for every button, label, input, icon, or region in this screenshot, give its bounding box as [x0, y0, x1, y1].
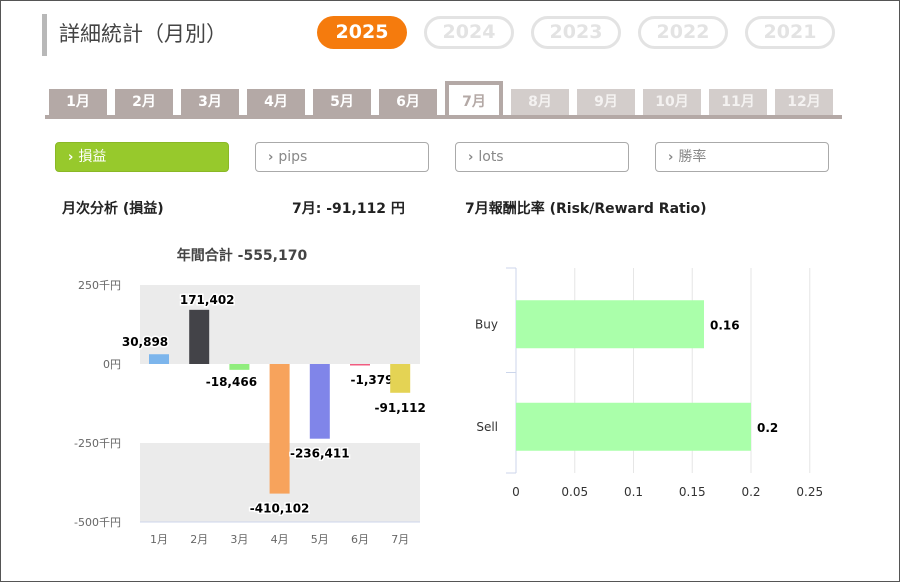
bar — [269, 364, 290, 494]
filter-winrate-button[interactable]: › 勝率 — [655, 142, 829, 172]
y-tick-label: Sell — [476, 420, 498, 434]
month-tab-1[interactable]: 1月 — [49, 89, 107, 115]
month-tab-2[interactable]: 2月 — [115, 89, 173, 115]
data-label: -1,379 — [351, 373, 394, 387]
filter-label: 勝率 — [678, 149, 707, 165]
month-tab-10[interactable]: 10月 — [643, 89, 701, 115]
month-tab-5[interactable]: 5月 — [313, 89, 371, 115]
chevron-right-icon: › — [668, 150, 674, 165]
data-label: 0.2 — [757, 421, 778, 435]
x-tick-label: 0.2 — [741, 485, 760, 499]
x-tick-label: 1月 — [150, 533, 168, 546]
data-label: -236,411 — [290, 447, 350, 461]
chevron-right-icon: › — [68, 150, 74, 165]
data-label: -91,112 — [375, 401, 426, 415]
month-tab-4[interactable]: 4月 — [247, 89, 305, 115]
chevron-right-icon: › — [268, 150, 274, 165]
y-tick-label: 250千円 — [78, 279, 121, 292]
x-tick-label: 3月 — [230, 533, 248, 546]
data-label: 30,898 — [122, 335, 168, 349]
bar — [309, 364, 330, 439]
x-tick-label: 0 — [512, 485, 520, 499]
month-tab-8[interactable]: 8月 — [511, 89, 569, 115]
x-tick-label: 4月 — [271, 533, 289, 546]
data-label: 171,402 — [180, 293, 235, 307]
year-tab-2021[interactable]: 2021 — [745, 16, 835, 49]
x-tick-label: 0.15 — [679, 485, 706, 499]
chevron-right-icon: › — [468, 150, 474, 165]
month-tab-12[interactable]: 12月 — [775, 89, 833, 115]
plot-band — [140, 285, 420, 364]
bar — [149, 354, 169, 364]
filter-label: lots — [478, 149, 504, 165]
x-tick-label: 0.1 — [624, 485, 643, 499]
month-tab-7[interactable]: 7月 — [445, 81, 503, 117]
filter-pips-button[interactable]: › pips — [255, 142, 429, 172]
month-summary: 7月: -91,112 円 — [292, 201, 405, 217]
x-tick-label: 5月 — [311, 533, 329, 546]
year-tab-2023[interactable]: 2023 — [531, 16, 621, 49]
month-tab-9[interactable]: 9月 — [577, 89, 635, 115]
y-tick-label: -250千円 — [74, 437, 121, 450]
bar — [516, 300, 704, 349]
month-tab-3[interactable]: 3月 — [181, 89, 239, 115]
y-tick-label: -500千円 — [74, 516, 121, 529]
x-tick-label: 0.25 — [796, 485, 823, 499]
month-tab-underline — [45, 115, 842, 119]
year-tab-2024[interactable]: 2024 — [424, 16, 514, 49]
x-tick-label: 2月 — [190, 533, 208, 546]
bar — [189, 309, 210, 364]
data-label: -18,466 — [206, 375, 257, 389]
bar — [229, 364, 250, 370]
y-tick-label: Buy — [475, 317, 498, 331]
data-label: -410,102 — [250, 502, 310, 516]
year-tab-2025[interactable]: 2025 — [317, 16, 407, 49]
monthly-analysis-heading: 月次分析 (損益) — [62, 201, 164, 217]
bar — [350, 364, 370, 366]
year-tab-2022[interactable]: 2022 — [638, 16, 728, 49]
filter-label: pips — [278, 149, 308, 165]
filter-profit-button[interactable]: › 損益 — [55, 142, 229, 172]
page-title: 詳細統計（月別） — [42, 14, 227, 56]
data-label: 0.16 — [710, 318, 740, 332]
x-tick-label: 6月 — [351, 533, 369, 546]
chart-title: 年間合計 -555,170 — [177, 247, 308, 264]
y-tick-label: 0円 — [103, 358, 121, 371]
risk-reward-heading: 7月報酬比率 (Risk/Reward Ratio) — [465, 201, 707, 217]
bar — [390, 364, 411, 393]
filter-lots-button[interactable]: › lots — [455, 142, 629, 172]
month-tab-6[interactable]: 6月 — [379, 89, 437, 115]
month-tab-11[interactable]: 11月 — [709, 89, 767, 115]
filter-label: 損益 — [78, 149, 107, 165]
bar — [516, 402, 751, 451]
x-tick-label: 0.05 — [561, 485, 588, 499]
x-tick-label: 7月 — [391, 533, 409, 546]
